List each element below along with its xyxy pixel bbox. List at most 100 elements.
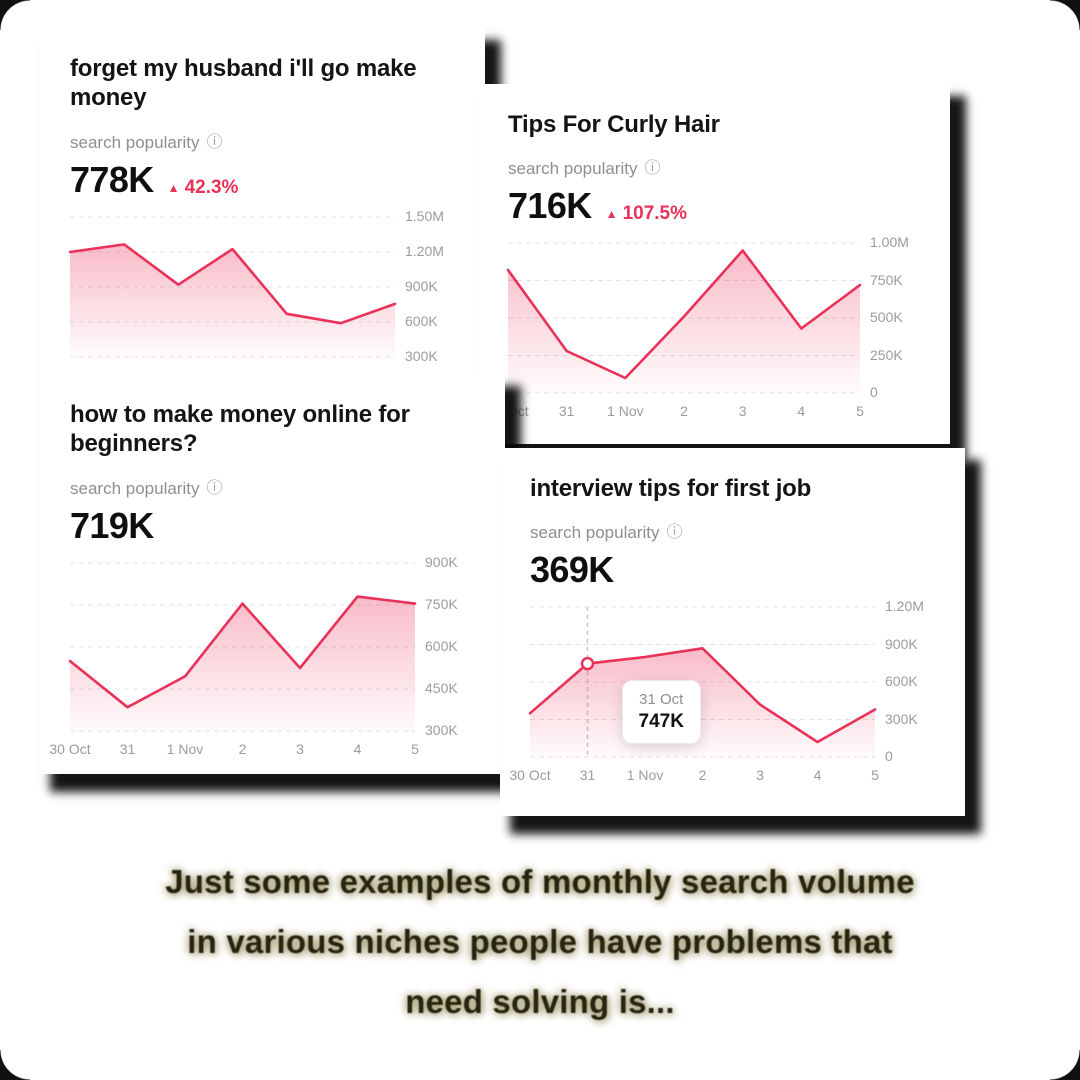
y-tick-label: 750K <box>425 595 458 612</box>
x-tick-label: 30 Oct <box>509 767 551 784</box>
y-tick-label: 0 <box>885 748 893 765</box>
x-axis-labels: 30 Oct 31 1 Nov 2 3 4 5 <box>49 740 419 763</box>
x-tick-label: 4 <box>353 740 362 757</box>
value-row: 778K ▲ 42.3% <box>70 159 459 201</box>
tooltip-date: 31 Oct <box>639 690 684 708</box>
change-badge: ▲ 107.5% <box>606 203 687 225</box>
y-tick-label: 450K <box>425 679 458 696</box>
x-tick-label: 31 <box>558 403 575 420</box>
rounded-corner-icon <box>1050 0 1080 30</box>
metric-label-text: search popularity <box>530 523 660 543</box>
y-tick-label: 300K <box>405 347 438 364</box>
y-axis-labels: 1.00M 750K 500K 250K 0 <box>870 234 924 400</box>
y-tick-label: 1.20M <box>885 598 924 615</box>
highlighted-point <box>580 657 595 671</box>
caption: Just some examples of monthly search vol… <box>0 852 1080 1032</box>
info-icon[interactable]: ⓘ <box>644 160 661 178</box>
value-row: 716K ▲ 107.5% <box>508 185 924 227</box>
line-chart-svg <box>68 562 417 732</box>
value-row: 719K <box>70 505 479 547</box>
x-tick-label: 1 Nov <box>626 767 664 784</box>
line-chart-svg <box>528 606 877 758</box>
y-tick-label: 250K <box>870 346 903 363</box>
trend-card-interview-tips: interview tips for first job search popu… <box>500 448 965 816</box>
y-axis-labels: 1.20M 900K 600K 300K 0 <box>885 598 939 764</box>
metric-label-text: search popularity <box>508 159 638 179</box>
x-axis-labels: 30 Oct 31 1 Nov 2 3 4 5 <box>487 403 864 425</box>
info-icon[interactable]: ⓘ <box>206 479 223 497</box>
info-icon[interactable]: ⓘ <box>666 524 683 542</box>
value-row: 369K <box>530 549 939 591</box>
change-percent: 42.3% <box>184 176 239 198</box>
x-tick-label: 3 <box>296 740 304 757</box>
card-title: how to make money online for beginners? <box>70 401 410 458</box>
metric-label: search popularity ⓘ <box>508 159 924 179</box>
y-tick-label: 500K <box>870 309 903 326</box>
trend-card-make-money-online: how to make money online for beginners? … <box>40 374 505 774</box>
line-chart-svg <box>506 242 862 394</box>
chart-row: 1.00M 750K 500K 250K 0 <box>506 234 924 400</box>
x-tick-label: 2 <box>698 767 707 784</box>
x-tick-label: 3 <box>738 403 747 420</box>
y-axis-labels: 1.50M 1.20M 900K 600K 300K <box>405 208 459 364</box>
card-title: interview tips for first job <box>530 475 812 502</box>
x-tick-label: 2 <box>680 403 688 420</box>
chart-tooltip: 31 Oct 747K <box>621 679 701 744</box>
y-tick-label: 900K <box>425 553 458 570</box>
change-badge: ▲ 42.3% <box>168 177 239 199</box>
x-tick-label: 5 <box>856 403 864 420</box>
x-tick-label: 4 <box>797 403 806 420</box>
card-title: forget my husband i'll go make money <box>70 55 417 112</box>
rounded-corner-icon <box>0 1050 30 1080</box>
y-tick-label: 0 <box>870 384 878 401</box>
y-tick-label: 600K <box>885 673 918 690</box>
y-tick-label: 900K <box>885 635 918 652</box>
trend-card-curly-hair: Tips For Curly Hair search popularity ⓘ … <box>478 84 950 444</box>
chart-row: 31 Oct 747K 1.20M 900K 600K 300K 0 <box>528 598 939 764</box>
search-volume-value: 716K <box>508 185 592 227</box>
y-tick-label: 900K <box>405 277 438 294</box>
y-tick-label: 600K <box>425 637 458 654</box>
search-volume-value: 778K <box>70 158 154 200</box>
metric-label-text: search popularity <box>70 132 200 152</box>
trend-chart[interactable]: 31 Oct 747K <box>528 606 877 758</box>
caption-line: Just some examples of monthly search vol… <box>165 863 915 900</box>
caption-line: need solving is... <box>405 983 675 1021</box>
rounded-corner-icon <box>1050 1050 1080 1080</box>
x-tick-label: 1 Nov <box>607 403 644 420</box>
y-tick-label: 1.00M <box>870 234 909 251</box>
y-tick-label: 600K <box>405 312 438 329</box>
y-tick-label: 750K <box>870 271 903 288</box>
line-chart-svg <box>68 216 397 358</box>
metric-label: search popularity ⓘ <box>70 479 479 499</box>
x-tick-label: 4 <box>813 767 822 784</box>
x-axis-labels: 30 Oct 31 1 Nov 2 3 4 5 <box>509 767 879 789</box>
up-triangle-icon: ▲ <box>605 207 618 222</box>
card-title: Tips For Curly Hair <box>508 111 720 138</box>
metric-label-text: search popularity <box>70 478 200 498</box>
tooltip-value: 747K <box>638 710 684 732</box>
trend-chart[interactable] <box>68 216 397 358</box>
y-axis-labels: 900K 750K 600K 450K 300K <box>425 554 479 738</box>
metric-label: search popularity ⓘ <box>530 523 939 543</box>
x-tick-label: 3 <box>756 767 764 784</box>
search-volume-value: 719K <box>70 504 154 546</box>
x-tick-label: 1 Nov <box>166 740 204 757</box>
trend-chart[interactable] <box>506 242 862 394</box>
y-tick-label: 1.20M <box>405 242 444 259</box>
up-triangle-icon: ▲ <box>167 180 180 195</box>
trend-chart[interactable] <box>68 562 417 732</box>
trend-card-forget-my-husband: forget my husband i'll go make money sea… <box>40 28 485 376</box>
chart-row: 1.50M 1.20M 900K 600K 300K <box>68 208 459 364</box>
chart-row: 900K 750K 600K 450K 300K <box>68 554 479 738</box>
x-tick-label: 30 Oct <box>49 740 91 757</box>
x-tick-label: 31 <box>579 767 596 784</box>
x-tick-label: 2 <box>238 740 247 757</box>
x-tick-label: 5 <box>871 767 879 784</box>
metric-label: search popularity ⓘ <box>70 133 459 153</box>
caption-line: in various niches people have problems t… <box>187 923 893 961</box>
rounded-corner-icon <box>0 0 30 30</box>
change-percent: 107.5% <box>622 203 688 225</box>
info-icon[interactable]: ⓘ <box>206 133 223 151</box>
